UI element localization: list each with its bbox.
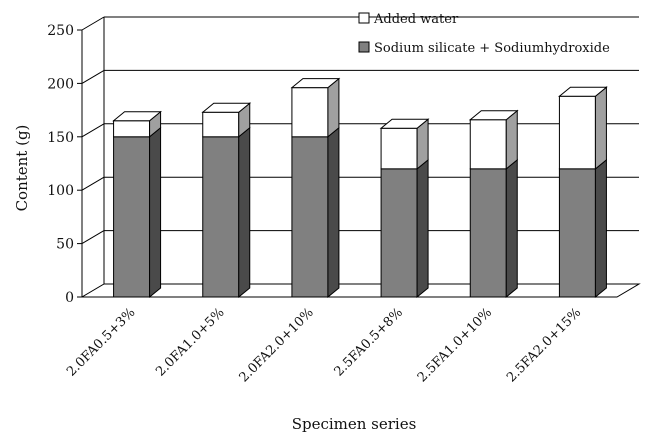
bar-4-series-1-top [468,110,519,121]
grid-depth-2 [81,176,105,191]
bar-3-series-1-top [379,118,430,129]
grid-depth-4 [81,69,105,84]
bar-1-series-1-top [201,102,252,113]
bar-3-series-0-front [380,168,418,298]
x-tick-label-3: 2.5FA0.5+8% [332,305,406,379]
bar-1-series-0-side [238,126,251,299]
y-axis-title: Content (g) [13,125,31,212]
y-tick-label-2: 100 [47,183,74,199]
back-wall [104,17,639,284]
x-tick-label-2: 2.0FA2.0+10% [237,305,317,385]
bar-4-series-1-front [469,119,507,170]
legend-label-sodium: Sodium silicate + Sodiumhydroxide [374,41,610,56]
bar-4-series-1-side [505,109,518,170]
bar-2-series-1-top [290,78,341,89]
y-tick-label-3: 150 [47,130,74,146]
bar-5-series-0-side [594,158,607,299]
bar-3-series-0-side [416,158,429,299]
gridlines [81,16,639,245]
bar-2-series-0-side [327,126,340,299]
bar-4-series-0-front [469,168,507,298]
x-tick-label-5: 2.5FA2.0+15% [504,305,584,385]
bar-2-series-1-front [291,87,329,138]
bars [112,77,608,299]
x-axis-title: Specimen series [292,415,417,433]
floor [80,283,641,298]
y-tick-label-5: 250 [47,23,74,39]
bar-5-series-0-front [558,168,596,298]
legend: Added water Sodium silicate + Sodiumhydr… [358,12,610,56]
x-axis-labels: 2.0FA0.5+3% 2.0FA1.0+5% 2.0FA2.0+10% 2.5FA0… [64,305,584,385]
grid-depth-5 [81,16,105,31]
grid-depth-3 [81,123,105,138]
bar-5-series-1-top [558,86,608,97]
bar-4-series-0-side [505,158,518,299]
legend-swatch-added-water [358,12,370,24]
legend-label-added-water: Added water [373,12,459,27]
x-tick-label-4: 2.5FA1.0+10% [415,305,495,385]
bar-2-series-0-front [291,136,329,298]
y-tick-label-1: 50 [56,237,74,253]
bar-5-series-1-side [594,86,607,170]
bar-0-series-1-top [112,111,162,122]
x-tick-label-1: 2.0FA1.0+5% [153,305,227,379]
bar-0-series-0-side [149,126,162,299]
bar-1-series-0-front [202,136,240,298]
bar-0-series-1-front [113,120,151,138]
x-tick-label-0: 2.0FA0.5+3% [64,305,138,379]
legend-swatch-sodium [358,41,370,53]
bar-2-series-1-side [327,77,340,138]
bar-5-series-1-front [558,95,596,170]
bar-1-series-1-front [202,111,240,138]
bar-0-series-0-front [113,136,151,298]
bar-3-series-1-front [380,127,418,170]
y-tick-label-0: 0 [65,290,74,306]
chart-walls [80,17,641,298]
y-axis: 0 50 100 150 200 250 [47,23,83,306]
y-tick-label-4: 200 [47,76,74,92]
grid-depth-1 [81,230,105,245]
